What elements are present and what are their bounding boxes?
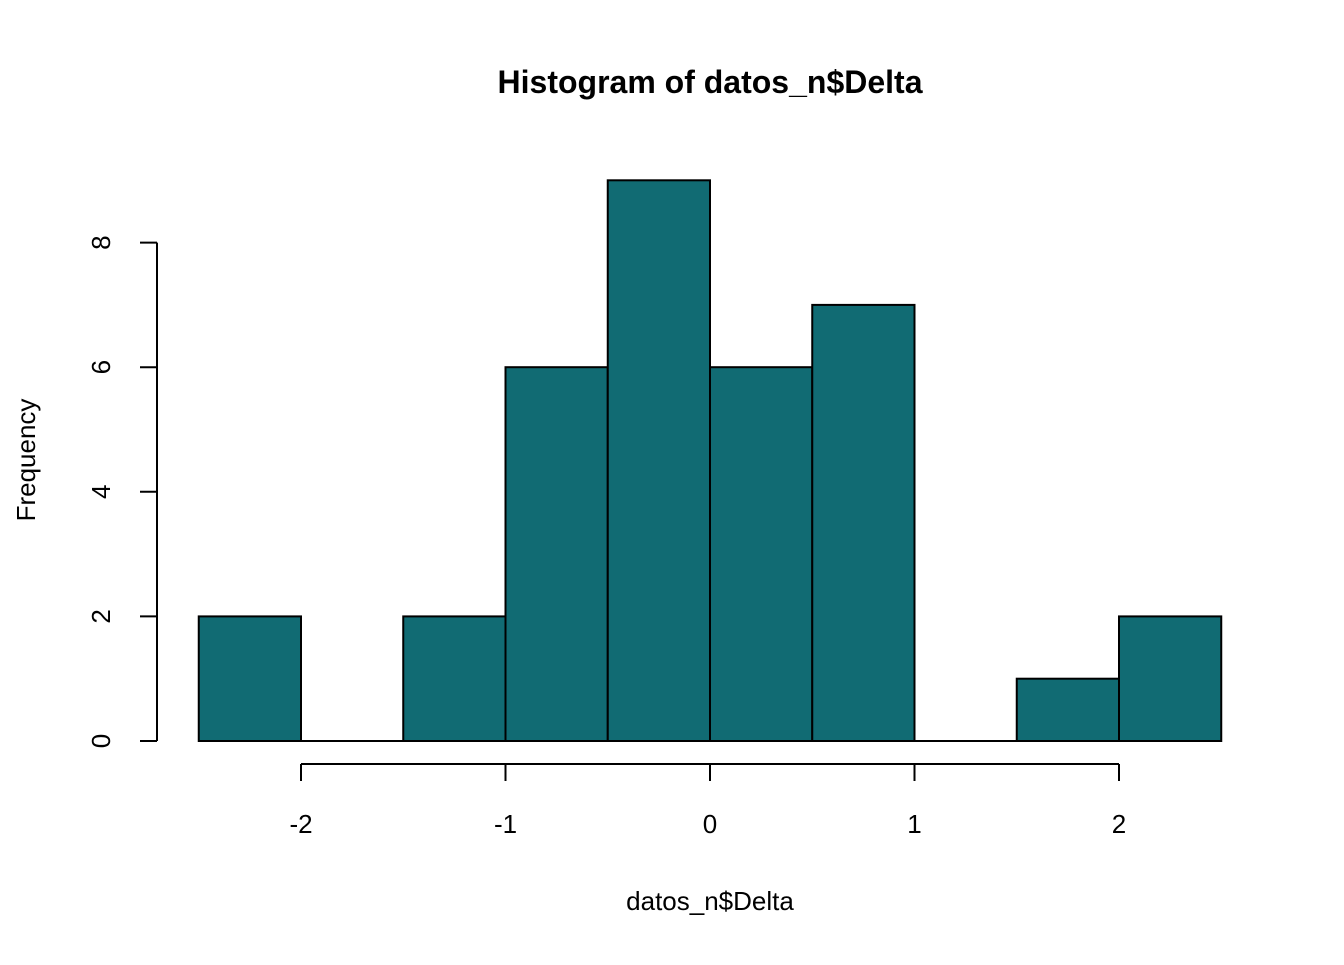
y-axis: 0 2 4 6 8: [86, 235, 158, 748]
y-tick-label: 8: [86, 235, 116, 249]
histogram-bar: [811, 303, 916, 742]
x-tick-label: -1: [494, 809, 517, 839]
histogram-bar: [504, 366, 609, 742]
y-tick-label: 4: [86, 485, 116, 499]
y-tick-label: 2: [86, 609, 116, 623]
y-tick-label: 0: [86, 734, 116, 748]
chart-title: Histogram of datos_n$Delta: [498, 64, 923, 100]
x-tick-label: 1: [907, 809, 921, 839]
histogram-bar: [402, 615, 507, 743]
bars-group: [197, 179, 1223, 743]
histogram-bar: [1118, 615, 1223, 743]
x-tick-label: 0: [703, 809, 717, 839]
x-axis: -2 -1 0 1 2: [289, 763, 1126, 839]
x-tick-label: 2: [1112, 809, 1126, 839]
histogram-bar: [606, 179, 711, 743]
y-tick-label: 6: [86, 360, 116, 374]
histogram-bar: [709, 366, 814, 742]
histogram-bar: [1015, 677, 1120, 743]
x-tick-label: -2: [289, 809, 312, 839]
histogram-bar: [197, 615, 302, 743]
x-axis-label: datos_n$Delta: [626, 886, 794, 916]
y-axis-label: Frequency: [11, 399, 41, 522]
